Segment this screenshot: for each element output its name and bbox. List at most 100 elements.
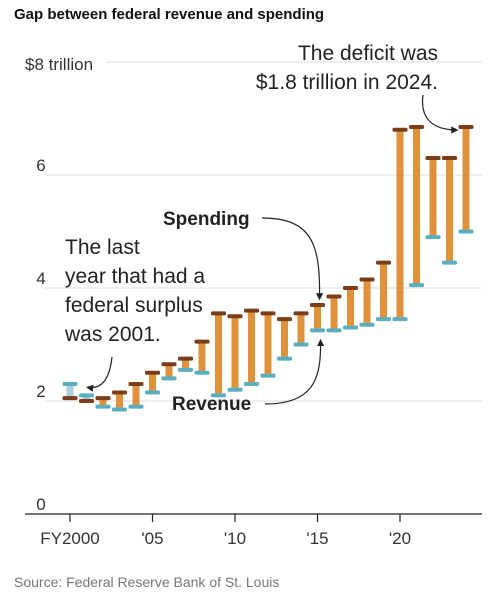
revenue-mark-2003 xyxy=(112,407,127,412)
x-tick-label: '15 xyxy=(306,529,328,548)
gap-bar-2024 xyxy=(462,126,470,232)
spending-label: Spending xyxy=(163,209,250,230)
revenue-mark-2005 xyxy=(145,390,160,395)
spending-mark-2020 xyxy=(392,127,408,132)
source-note: Source: Federal Reserve Bank of St. Loui… xyxy=(14,574,280,590)
spending-mark-2017 xyxy=(343,286,358,290)
revenue-mark-2016 xyxy=(326,328,342,333)
spending-mark-2004 xyxy=(128,382,144,387)
value-markers xyxy=(62,124,474,412)
spending-mark-2016 xyxy=(326,294,342,299)
gap-bar-2022 xyxy=(429,158,437,238)
gap-bar-2023 xyxy=(446,158,453,263)
revenue-mark-2014 xyxy=(293,342,309,347)
gap-bar-2009 xyxy=(215,313,222,396)
surplus-arrow xyxy=(86,356,113,392)
revenue-mark-2004 xyxy=(128,404,144,409)
gap-bar-2016 xyxy=(330,296,338,331)
spending-mark-2015 xyxy=(310,302,325,307)
revenue-mark-2006 xyxy=(161,376,177,381)
revenue-mark-2010 xyxy=(227,387,243,392)
gap-bar-2000 xyxy=(66,384,74,399)
surplus-note: The last year that had a federal surplus wa… xyxy=(64,236,205,346)
gap-bar-2007 xyxy=(182,358,189,370)
revenue-arrow xyxy=(264,338,325,405)
gap-bar-2021 xyxy=(413,126,420,286)
spending-mark-2003 xyxy=(112,390,127,395)
revenue-mark-2013 xyxy=(277,356,292,361)
spending-mark-2024 xyxy=(458,124,474,129)
x-tick-label: '10 xyxy=(224,529,246,548)
revenue-mark-2020 xyxy=(392,317,408,322)
gap-bar-2005 xyxy=(149,372,156,393)
spending-mark-2002 xyxy=(95,396,111,401)
revenue-mark-2012 xyxy=(260,373,276,378)
gap-bar-2017 xyxy=(347,288,354,328)
x-axis: FY2000 '05 '10 '15 '20 xyxy=(25,513,482,548)
spending-mark-2001 xyxy=(79,399,94,403)
revenue-mark-2023 xyxy=(442,260,457,265)
x-tick-label: FY2000 xyxy=(40,529,100,548)
y-tick-label: 6 xyxy=(36,156,45,175)
spending-mark-2022 xyxy=(425,156,441,161)
revenue-mark-2018 xyxy=(359,322,375,327)
grid-lines xyxy=(45,61,482,402)
revenue-mark-2007 xyxy=(178,367,193,372)
gap-bar-2015 xyxy=(314,304,321,331)
gap-bar-2012 xyxy=(264,313,272,376)
spending-mark-2018 xyxy=(359,277,375,282)
x-tick-label: '20 xyxy=(389,529,411,548)
gap-bar-2014 xyxy=(297,313,305,345)
spending-arrow xyxy=(261,217,324,301)
deficit-bars xyxy=(66,126,470,410)
spending-mark-2012 xyxy=(260,311,276,316)
revenue-mark-2017 xyxy=(343,325,358,330)
gap-bar-2013 xyxy=(281,319,288,359)
revenue-mark-2000 xyxy=(62,382,78,387)
gap-bar-2018 xyxy=(363,279,371,325)
gap-bar-2004 xyxy=(132,384,140,407)
gap-bar-2019 xyxy=(380,262,387,320)
gap-bar-2008 xyxy=(198,341,206,373)
spending-mark-2005 xyxy=(145,370,160,375)
deficit-arrow xyxy=(421,94,459,134)
annotations: Spending Revenue The last year that had a fe… xyxy=(64,42,459,415)
x-tick-label: '05 xyxy=(141,529,163,548)
y-tick-label: 0 xyxy=(36,495,45,514)
spending-mark-2013 xyxy=(277,317,292,322)
spending-mark-2014 xyxy=(293,311,309,316)
revenue-mark-2002 xyxy=(95,404,111,409)
spending-mark-2009 xyxy=(211,311,226,316)
revenue-mark-2019 xyxy=(376,317,391,322)
revenue-mark-2021 xyxy=(409,283,424,288)
spending-mark-2010 xyxy=(227,314,243,319)
spending-mark-2006 xyxy=(161,362,177,367)
gap-bar-2010 xyxy=(231,316,239,390)
gap-bar-2001 xyxy=(83,395,90,401)
spending-mark-2021 xyxy=(409,124,424,129)
revenue-mark-2022 xyxy=(425,235,441,240)
y-tick-label: 2 xyxy=(36,382,45,401)
gap-bar-2020 xyxy=(396,129,404,320)
spending-mark-2000 xyxy=(62,396,78,401)
deficit-note: The deficit was $1.8 trillion in 2024. xyxy=(256,42,438,94)
spending-mark-2023 xyxy=(442,156,457,161)
spending-mark-2007 xyxy=(178,356,193,361)
revenue-mark-2001 xyxy=(79,393,94,398)
y-tick-label: $8 trillion xyxy=(25,55,93,74)
gap-bar-2002 xyxy=(99,398,107,407)
gap-bar-2011 xyxy=(248,310,255,385)
y-axis-tick-labels: $8 trillion 6 4 2 0 xyxy=(25,55,93,514)
gap-bar-2003 xyxy=(116,392,123,410)
y-tick-label: 4 xyxy=(36,269,45,288)
chart-title: Gap between federal revenue and spending xyxy=(14,6,325,23)
spending-mark-2019 xyxy=(376,260,391,265)
revenue-mark-2009 xyxy=(211,393,226,398)
spending-mark-2008 xyxy=(194,339,210,344)
spending-mark-2011 xyxy=(244,308,259,313)
revenue-mark-2011 xyxy=(244,382,259,387)
revenue-mark-2024 xyxy=(458,229,474,234)
revenue-mark-2015 xyxy=(310,328,325,333)
gap-bar-2006 xyxy=(165,364,173,379)
